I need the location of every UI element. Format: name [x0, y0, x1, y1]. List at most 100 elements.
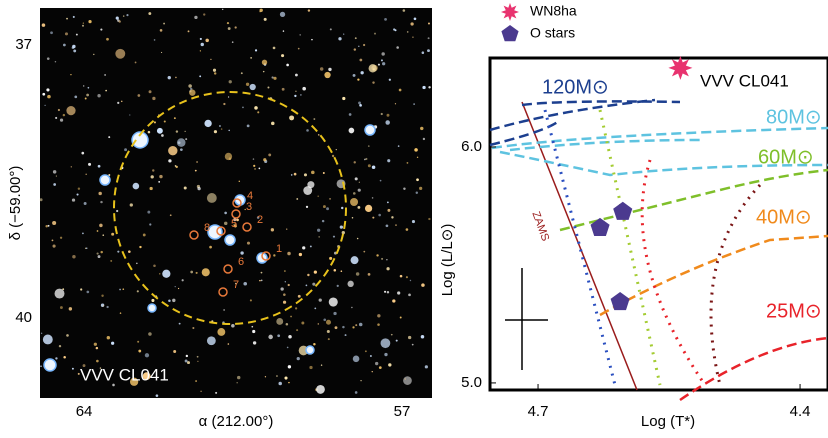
star	[194, 16, 197, 19]
star	[372, 197, 374, 199]
star	[353, 74, 356, 77]
star	[280, 287, 283, 290]
star	[73, 16, 75, 18]
star	[393, 28, 395, 30]
star	[259, 11, 260, 12]
star	[307, 274, 309, 276]
star	[309, 366, 312, 369]
star	[224, 212, 227, 215]
star	[354, 48, 356, 50]
star	[151, 175, 154, 178]
legend-marker	[501, 25, 518, 41]
star	[247, 242, 250, 245]
star	[359, 323, 363, 327]
star	[317, 229, 320, 232]
star	[72, 45, 75, 48]
star	[107, 336, 110, 339]
star	[196, 161, 198, 163]
star	[276, 375, 278, 377]
star	[72, 368, 74, 370]
star	[153, 265, 156, 268]
star	[97, 94, 100, 97]
star	[355, 324, 357, 326]
star	[213, 69, 216, 72]
star	[232, 41, 234, 43]
star	[228, 343, 230, 345]
star	[121, 101, 122, 102]
star	[168, 159, 171, 162]
star	[99, 224, 103, 228]
star	[154, 39, 156, 41]
star	[262, 60, 267, 65]
star	[101, 304, 104, 307]
star	[288, 284, 290, 286]
star	[271, 228, 274, 231]
star	[209, 246, 212, 249]
star	[105, 90, 107, 92]
star	[324, 72, 330, 78]
star	[214, 72, 216, 74]
star	[379, 366, 382, 369]
star	[400, 275, 403, 278]
star	[52, 221, 56, 225]
star	[423, 138, 425, 140]
star	[229, 157, 232, 160]
x-tick-label: 57	[394, 403, 411, 420]
star	[382, 62, 385, 65]
star	[149, 187, 152, 190]
star	[189, 89, 195, 95]
star	[170, 214, 172, 216]
star	[156, 394, 159, 397]
star	[298, 295, 301, 298]
star	[188, 30, 190, 32]
star	[185, 138, 187, 140]
star	[228, 130, 230, 132]
star	[377, 314, 380, 317]
legend-marker	[501, 3, 519, 21]
star	[428, 86, 430, 88]
star	[180, 148, 183, 151]
star-label: 8	[204, 222, 210, 234]
star	[295, 74, 298, 77]
star	[364, 159, 366, 161]
star	[158, 181, 160, 183]
bright-star	[225, 235, 235, 245]
star	[186, 355, 188, 357]
star	[416, 191, 418, 193]
star	[53, 183, 56, 186]
star	[72, 255, 75, 258]
star	[422, 51, 425, 54]
x-tick-label: 64	[76, 403, 93, 420]
star	[363, 251, 365, 253]
star	[119, 20, 121, 22]
y-tick-label: 6.0	[461, 138, 482, 155]
star	[254, 106, 258, 110]
star	[160, 29, 163, 32]
star	[291, 174, 293, 176]
star	[381, 113, 383, 115]
star-label: 6	[238, 256, 244, 268]
star	[359, 104, 362, 107]
star	[252, 330, 255, 333]
star	[320, 67, 323, 70]
star	[53, 245, 56, 248]
star	[148, 332, 152, 336]
star	[128, 250, 131, 253]
star	[268, 153, 271, 156]
star	[176, 130, 178, 132]
star	[329, 257, 332, 260]
star	[66, 334, 69, 337]
star	[50, 31, 53, 34]
star	[97, 253, 99, 255]
star	[318, 134, 320, 136]
star	[84, 202, 87, 205]
star	[86, 174, 87, 175]
star	[374, 33, 376, 35]
star	[250, 84, 256, 90]
star	[333, 312, 336, 315]
star	[200, 50, 201, 51]
star-label: 5	[231, 218, 237, 230]
star	[253, 158, 254, 159]
star	[98, 255, 101, 258]
star	[82, 25, 84, 27]
